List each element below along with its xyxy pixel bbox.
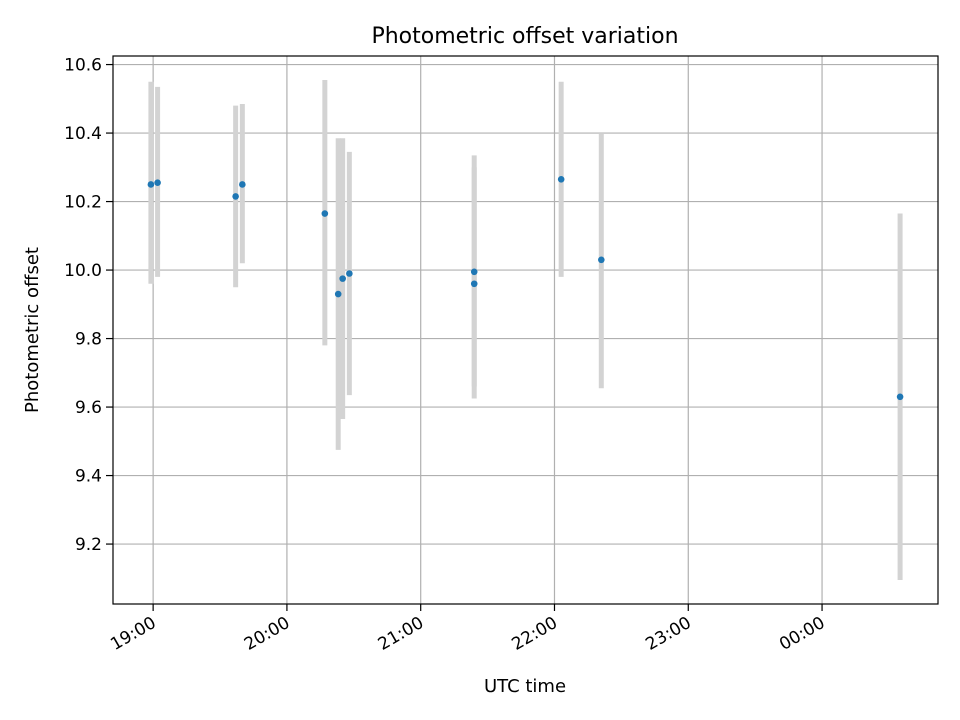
y-tick-label: 10.2 bbox=[64, 193, 102, 213]
y-axis: 9.2 9.4 9.6 9.8 10.0 10.2 10.4 10.6 bbox=[64, 56, 113, 555]
y-axis-label: Photometric offset bbox=[22, 247, 43, 413]
y-tick-label: 9.2 bbox=[75, 535, 102, 555]
data-point bbox=[896, 393, 904, 401]
plot-frame bbox=[112, 55, 939, 605]
data-point bbox=[154, 179, 161, 187]
y-tick-label: 9.8 bbox=[75, 330, 102, 350]
data-point bbox=[147, 181, 155, 188]
chart-title: Photometric offset variation bbox=[371, 24, 678, 49]
data-point bbox=[339, 275, 346, 282]
data-point bbox=[334, 290, 342, 298]
data-point bbox=[470, 280, 478, 288]
data-point bbox=[346, 270, 353, 277]
grid bbox=[113, 56, 938, 604]
y-tick-label: 9.4 bbox=[75, 467, 102, 487]
data-point bbox=[598, 256, 605, 264]
data-point bbox=[232, 193, 239, 200]
data-point bbox=[557, 176, 565, 183]
y-tick-label: 9.6 bbox=[75, 398, 102, 418]
y-tick-label: 10.0 bbox=[64, 261, 102, 281]
data-points bbox=[147, 176, 904, 401]
y-tick-label: 10.6 bbox=[64, 56, 102, 76]
data-point bbox=[321, 210, 329, 217]
data-point bbox=[470, 268, 478, 276]
x-axis-label: UTC time bbox=[484, 676, 566, 697]
y-tick-label: 10.4 bbox=[64, 124, 102, 144]
data-point bbox=[239, 181, 246, 188]
